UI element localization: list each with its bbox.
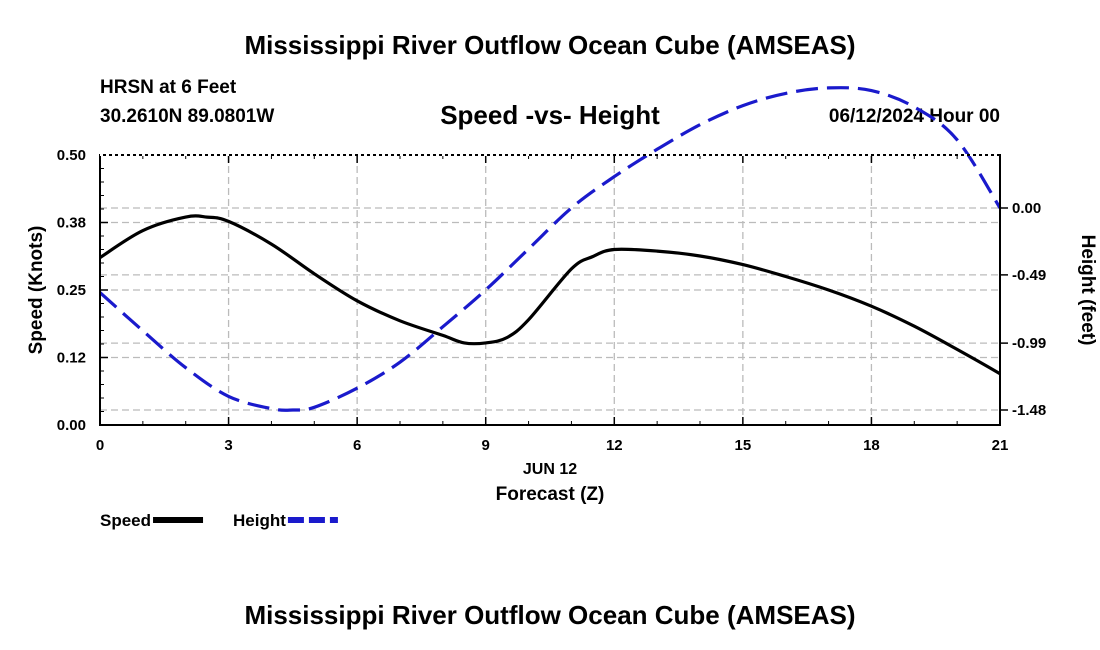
forecast-datetime: 06/12/2024 Hour 00	[828, 106, 1000, 127]
x-axis-date-label: JUN 12	[523, 461, 577, 478]
y2-axis-label: Height (feet)	[1077, 235, 1098, 346]
x-tick-label: 3	[224, 437, 232, 454]
y-axis-label: Speed (Knots)	[26, 226, 47, 355]
y-tick-label: 0.25	[57, 282, 86, 299]
series-speed-line	[99, 214, 1001, 376]
chart-subtitle: Speed -vs- Height	[440, 100, 660, 130]
series-layer	[98, 86, 1002, 412]
series-height-line	[98, 86, 1002, 412]
y2-tick-label: -0.49	[1012, 267, 1046, 284]
chart-main-title: Mississippi River Outflow Ocean Cube (AM…	[244, 30, 856, 60]
chart-footer-title: Mississippi River Outflow Ocean Cube (AM…	[244, 600, 856, 630]
coordinates-label: 30.2610N 89.0801W	[100, 106, 275, 127]
y-tick-label: 0.38	[57, 215, 86, 232]
legend: Speed Height	[100, 511, 338, 530]
y-tick-label: 0.00	[57, 417, 86, 434]
legend-label-height: Height	[233, 511, 286, 530]
y-tick-label: 0.12	[57, 350, 86, 367]
station-label: HRSN at 6 Feet	[100, 77, 237, 98]
x-tick-label: 12	[606, 437, 623, 454]
y-tick-label: 0.50	[57, 147, 86, 164]
chart-canvas: 0 3 6 9 12 15 18 21 0.00 0.12 0.25 0.38 0.50 0.00 -0.4…	[26, 86, 1098, 530]
grid-layer	[100, 155, 1000, 425]
legend-label-speed: Speed	[100, 511, 151, 530]
y2-tick-label: -1.48	[1012, 402, 1046, 419]
x-tick-label: 0	[96, 437, 104, 454]
x-tick-label: 9	[482, 437, 490, 454]
x-tick-label: 18	[863, 437, 880, 454]
y2-tick-label: -0.99	[1012, 335, 1046, 352]
x-tick-label: 6	[353, 437, 361, 454]
x-tick-label: 15	[735, 437, 752, 454]
x-axis-label: Forecast (Z)	[496, 484, 605, 505]
axis-layer: 0 3 6 9 12 15 18 21 0.00 0.12 0.25 0.38 0.50 0.00 -0.4…	[57, 147, 1046, 454]
y2-tick-label: 0.00	[1012, 200, 1041, 217]
x-tick-label: 21	[992, 437, 1009, 454]
